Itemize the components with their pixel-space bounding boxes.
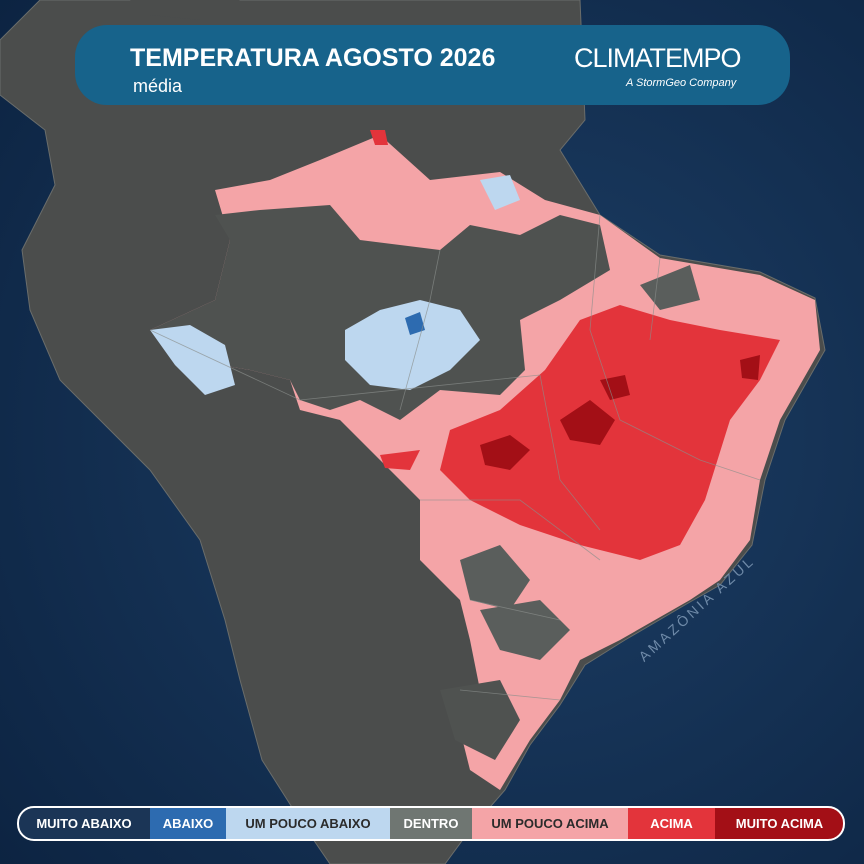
legend-swatch xyxy=(150,807,226,840)
legend-swatch xyxy=(18,807,150,840)
subtitle: média xyxy=(133,76,183,96)
legend-items: MUITO ABAIXO ABAIXO UM POUCO ABAIXO DENTRO U… xyxy=(18,807,844,840)
title: TEMPERATURA AGOSTO 2026 xyxy=(130,44,495,72)
legend-label: DENTRO xyxy=(404,816,459,831)
legend-label: MUITO ACIMA xyxy=(736,816,824,831)
region-below-little xyxy=(150,325,235,395)
region-within xyxy=(480,600,570,660)
header-panel xyxy=(75,25,790,105)
region-within xyxy=(460,545,530,610)
region-above xyxy=(370,130,388,145)
legend-label: UM POUCO ABAIXO xyxy=(245,816,370,831)
region-within xyxy=(440,680,520,760)
legend-swatch xyxy=(715,807,844,840)
logo: CLIMATEMPO xyxy=(574,43,741,73)
legend-swatch xyxy=(226,807,390,840)
legend-label: MUITO ABAIXO xyxy=(36,816,131,831)
region-much-above xyxy=(740,355,760,380)
region-much-above xyxy=(480,435,530,470)
region-below-little xyxy=(480,175,520,210)
region-above xyxy=(380,450,420,470)
legend-swatch xyxy=(390,807,472,840)
legend-swatch xyxy=(472,807,628,840)
legend-label: ABAIXO xyxy=(163,816,214,831)
island xyxy=(130,0,240,20)
region-much-above xyxy=(560,400,615,445)
logo-tagline: A StormGeo Company xyxy=(625,77,738,89)
region-below xyxy=(405,312,425,335)
legend-swatch xyxy=(628,807,715,840)
legend-frame xyxy=(17,806,845,841)
legend-label: UM POUCO ACIMA xyxy=(491,816,609,831)
region-below-little xyxy=(345,300,480,390)
state-border xyxy=(149,214,761,701)
region-above xyxy=(440,305,780,560)
legend-label: ACIMA xyxy=(650,816,693,831)
legend: MUITO ABAIXO ABAIXO UM POUCO ABAIXO DENTRO U… xyxy=(18,807,844,840)
